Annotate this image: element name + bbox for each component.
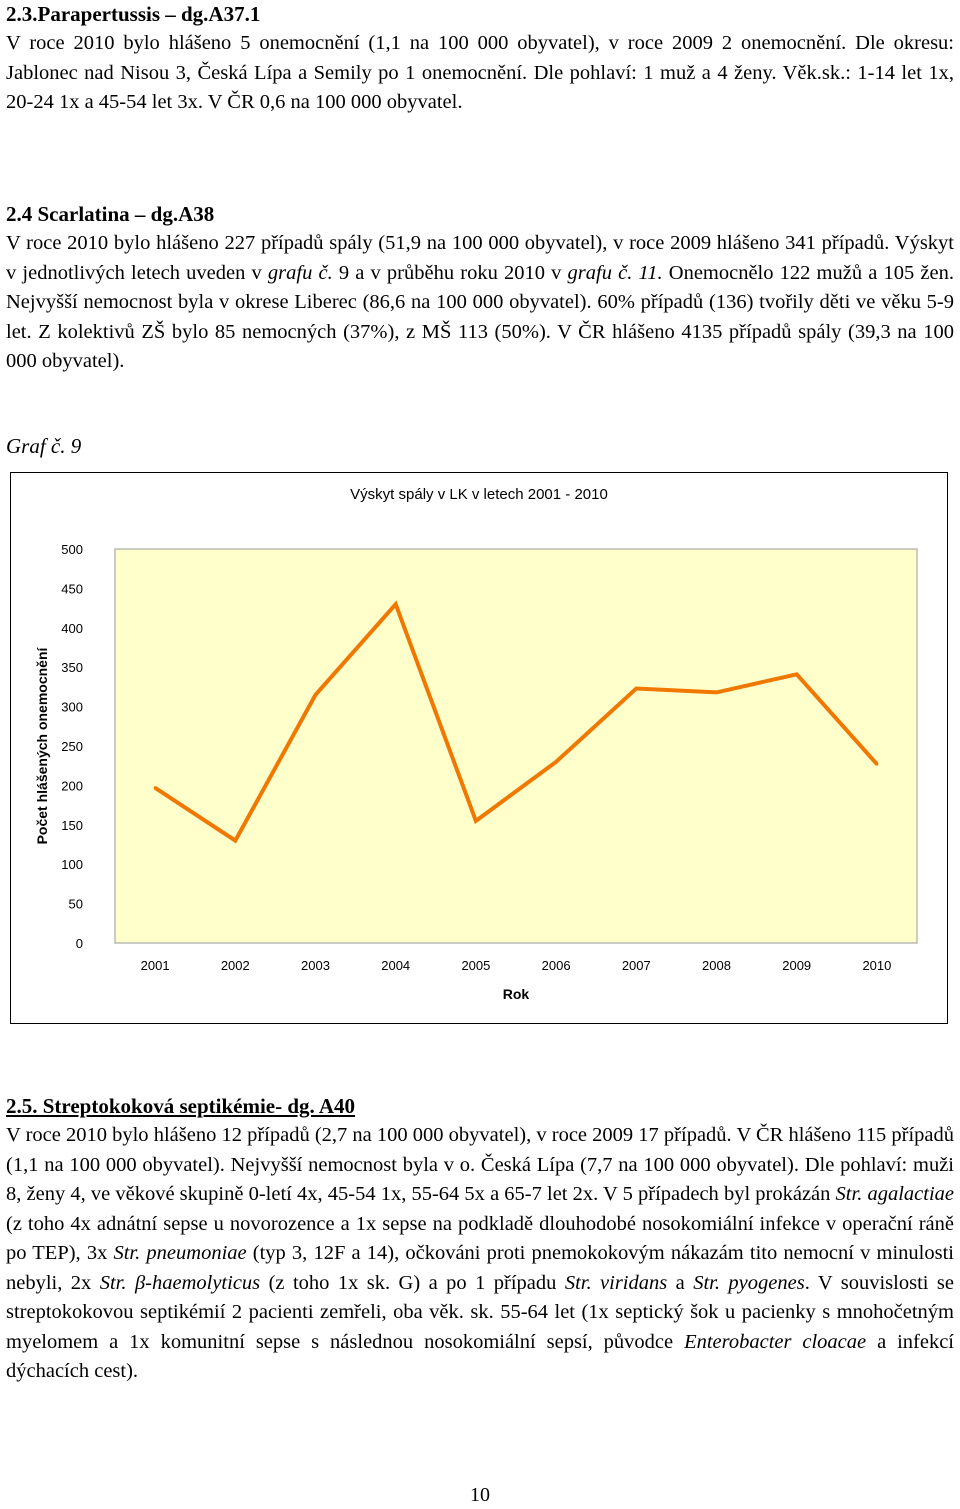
chart-frame: Výskyt spály v LK v letech 2001 - 2010 0 5… — [10, 472, 948, 1024]
x-tick-label: 2008 — [702, 958, 731, 973]
line-chart: Výskyt spály v LK v letech 2001 - 2010 0 5… — [34, 486, 918, 1002]
y-tick-label: 450 — [61, 581, 83, 596]
y-tick-label: 350 — [61, 660, 83, 675]
data-point — [554, 760, 558, 764]
section-paragraph: V roce 2010 bylo hlášeno 12 případů (2,7… — [6, 1124, 955, 1382]
section-parapertussis: 2.3.Parapertussis – dg.A37.1 V roce 2010… — [6, 0, 954, 118]
data-point — [795, 672, 799, 676]
page-number: 10 — [470, 1484, 490, 1506]
x-axis-label: Rok — [503, 986, 530, 1002]
y-tick-label: 250 — [61, 739, 83, 754]
section-scarlatina: 2.4 Scarlatina – dg.A38 V roce 2010 bylo… — [6, 200, 954, 377]
data-point — [474, 819, 478, 823]
data-point — [634, 686, 638, 690]
y-axis-label: Počet hlášených onemocnění — [34, 646, 50, 844]
y-tick-label: 500 — [61, 542, 83, 557]
section-heading: 2.5. Streptokoková septikémie- dg. A40 — [6, 1094, 356, 1118]
y-tick-label: 150 — [61, 818, 83, 833]
y-tick-label: 50 — [69, 897, 83, 912]
data-point — [314, 693, 317, 697]
plot-area — [114, 548, 918, 944]
x-tick-label: 2001 — [141, 958, 170, 973]
x-tick-label: 2010 — [862, 958, 891, 973]
series-line — [154, 600, 879, 844]
y-tick-label: 100 — [61, 857, 83, 872]
data-point — [153, 786, 157, 790]
graph-caption: Graf č. 9 — [6, 434, 82, 458]
x-tick-label: 2006 — [542, 958, 571, 973]
data-point — [715, 690, 718, 694]
data-point — [394, 602, 398, 606]
x-tick-label: 2009 — [782, 958, 811, 973]
y-tick-label: 0 — [76, 936, 83, 951]
section-streptokokova: 2.5. Streptokoková septikémie- dg. A40 V… — [6, 1092, 954, 1387]
y-tick-label: 400 — [61, 621, 83, 636]
x-tick-label: 2002 — [221, 958, 250, 973]
data-point — [233, 839, 237, 843]
y-tick-label: 200 — [61, 778, 83, 793]
chart-title: Výskyt spály v LK v letech 2001 - 2010 — [350, 486, 608, 503]
section-paragraph: V roce 2010 bylo hlášeno 227 případů spá… — [6, 232, 954, 372]
section-paragraph: V roce 2010 bylo hlášeno 5 onemocnění (1… — [6, 32, 954, 113]
x-tick-label: 2007 — [622, 958, 651, 973]
section-heading: 2.4 Scarlatina – dg.A38 — [6, 202, 215, 226]
y-tick-label: 300 — [61, 700, 83, 715]
x-tick-label: 2005 — [461, 958, 490, 973]
data-point — [875, 762, 879, 766]
section-heading: 2.3.Parapertussis – dg.A37.1 — [6, 2, 261, 26]
x-tick-label: 2004 — [381, 958, 410, 973]
x-tick-label: 2003 — [301, 958, 330, 973]
